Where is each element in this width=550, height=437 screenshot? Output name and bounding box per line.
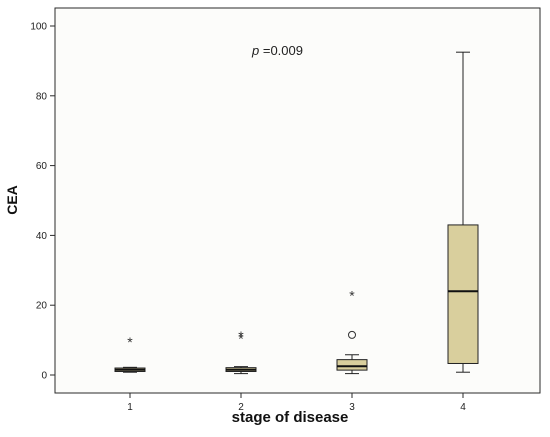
y-axis-title: CEA (4, 185, 20, 215)
box-group-stage-4 (447, 51, 479, 373)
x-tick-label: 2 (238, 402, 244, 413)
iqr-box (336, 359, 368, 371)
y-tick-label: 60 (36, 161, 48, 172)
p-symbol: p (251, 43, 259, 58)
y-tick-label: 0 (41, 371, 47, 382)
p-value-annotation: p =0.009 (251, 43, 303, 58)
y-axis-ticks: 0 20 40 60 80 100 (30, 22, 55, 382)
iqr-box (447, 224, 479, 364)
y-tick-label: 100 (30, 22, 47, 33)
outlier-point (348, 330, 356, 339)
extreme-point: * (127, 334, 133, 350)
extreme-point: * (238, 328, 244, 344)
x-axis-title: stage of disease (232, 409, 349, 426)
box-group-stage-2: ** (225, 328, 257, 375)
y-tick-label: 20 (36, 301, 48, 312)
extreme-point: * (349, 288, 355, 304)
p-value-text: =0.009 (259, 43, 303, 58)
box-group-stage-1: * (114, 334, 146, 373)
x-tick-label: 4 (460, 402, 466, 413)
x-tick-label: 1 (127, 402, 133, 413)
x-axis-ticks: 1 2 3 4 (127, 393, 466, 413)
extreme-point: * (238, 330, 244, 346)
y-tick-label: 40 (36, 231, 48, 242)
box-series: * *** (114, 51, 479, 375)
x-tick-label: 3 (349, 402, 355, 413)
y-tick-label: 80 (36, 91, 48, 102)
box-group-stage-3: * (336, 288, 368, 375)
